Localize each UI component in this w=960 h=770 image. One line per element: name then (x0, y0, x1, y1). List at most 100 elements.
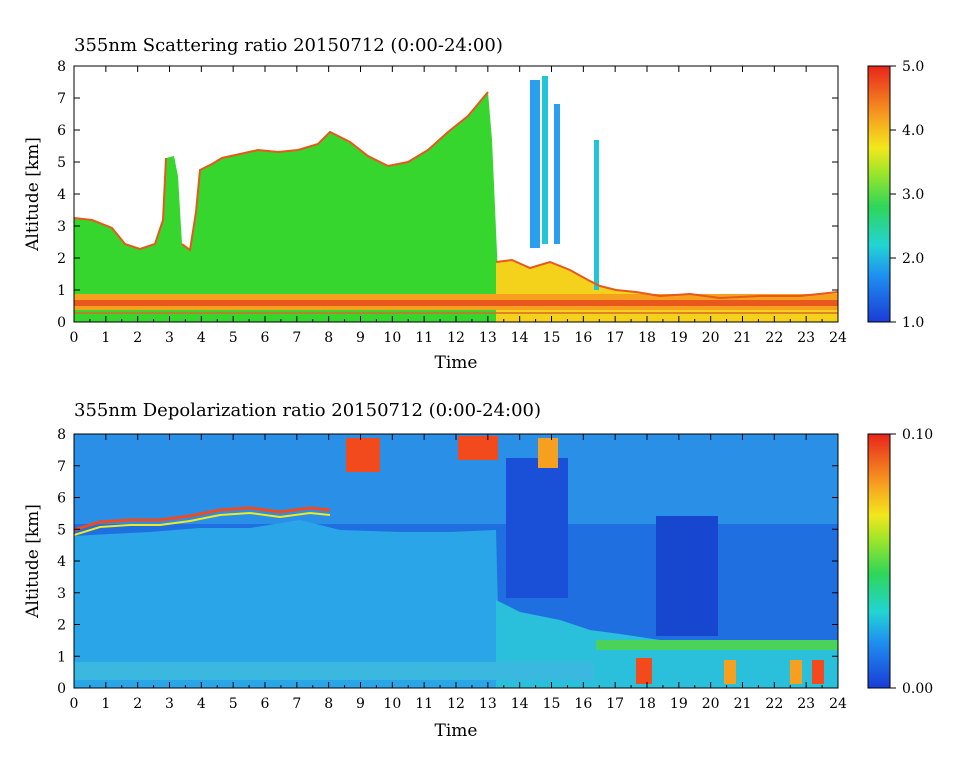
panel1-x-tick-label: 2 (133, 330, 142, 346)
panel1-colorbar (867, 65, 891, 323)
panel2-x-tick-label: 22 (765, 696, 783, 712)
panel2-y-tick-label: 1 (57, 649, 66, 665)
panel1-x-tick-label: 1 (101, 330, 110, 346)
panel2-y-tick-label: 6 (57, 491, 66, 507)
panel2-high-cloud (458, 436, 498, 460)
panel1-x-tick-label: 17 (606, 330, 624, 346)
panel2-x-tick-label: 14 (511, 696, 529, 712)
panel1-x-tick-label: 22 (765, 330, 783, 346)
panel1-x-tick-label: 3 (165, 330, 174, 346)
panel2-colorbar-label: 0.00 (902, 681, 933, 697)
panel1-boundary-top-contour (495, 258, 838, 300)
panel2-x-tick-label: 3 (165, 696, 174, 712)
panel1-surface-band-core (74, 300, 838, 306)
panel1-layer-top-contour (74, 91, 489, 252)
panel2-surface-hotspot (790, 660, 802, 684)
panel1-x-tick-label: 14 (511, 330, 529, 346)
panel2-x-tick-label: 7 (292, 696, 301, 712)
panel2-high-cloud (538, 438, 558, 468)
panel1-x-tick-label: 23 (797, 330, 815, 346)
panel2-y-label: Altitude [km] (23, 504, 43, 619)
panel2-x-tick-label: 21 (734, 696, 752, 712)
panel2-x-tick-label: 8 (324, 696, 333, 712)
panel1-y-label: Altitude [km] (23, 137, 43, 252)
panel1-y-tick-label: 7 (57, 91, 66, 107)
panel2-x-tick-label: 4 (197, 696, 206, 712)
panel1-x-tick-label: 4 (197, 330, 206, 346)
panel1-aerosol-layer (74, 92, 500, 322)
panel2-x-tick-label: 20 (702, 696, 720, 712)
panel2-surface-hotspot (636, 658, 652, 684)
panel2-y-axis: 0 1 2 3 4 5 6 7 8 (57, 427, 838, 697)
panel2-colorbar (867, 433, 891, 689)
panel2-x-tick-label: 23 (797, 696, 815, 712)
panel2-y-tick-label: 3 (57, 586, 66, 602)
panel2-y-tick-label: 0 (57, 681, 66, 697)
panel1-y-tick-label: 0 (57, 315, 66, 331)
panel2-x-tick-label: 17 (606, 696, 624, 712)
panel2-plot (74, 434, 838, 688)
panel1-cloud-streak (594, 140, 599, 290)
panel1-cloud-streak (530, 80, 540, 248)
panel2-x-tick-label: 12 (447, 696, 465, 712)
panel2-x-tick-label: 9 (356, 696, 365, 712)
panel1-y-tick-label: 6 (57, 123, 66, 139)
panel1-colorbar-label: 2.0 (902, 251, 924, 267)
panel2-colorbar-ticks: 0.10 0.00 (890, 427, 933, 697)
panel1-x-tick-label: 21 (734, 330, 752, 346)
panel1-y-tick-label: 5 (57, 155, 66, 171)
panel2-x-tick-label: 19 (670, 696, 688, 712)
panel1-y-tick-label: 4 (57, 187, 66, 203)
panel2-surface-hotspot (724, 660, 736, 684)
panel1-cloud-streak (554, 104, 560, 244)
panel1-y-axis: 0 1 2 3 4 5 6 7 8 (57, 59, 838, 331)
panel2-x-tick-label: 0 (70, 696, 79, 712)
panel1-x-tick-label: 20 (702, 330, 720, 346)
panel2-x-axis: 0 1 2 3 4 5 6 7 8 9 10 11 12 13 14 15 16 17 18 19 20 21 22 23 24 (70, 434, 847, 712)
panel2-x-tick-label: 6 (261, 696, 270, 712)
panel2-x-tick-label: 5 (229, 696, 238, 712)
panel2-y-tick-label: 8 (57, 427, 66, 443)
panel1-colorbar-label: 3.0 (902, 187, 924, 203)
panel1-y-tick-label: 2 (57, 251, 66, 267)
panel1-x-tick-label: 7 (292, 330, 301, 346)
panel2-y-tick-label: 5 (57, 522, 66, 538)
panel1-x-tick-label: 5 (229, 330, 238, 346)
panel1-x-tick-label: 9 (356, 330, 365, 346)
panel2-x-tick-label: 10 (383, 696, 401, 712)
panel2-surface-band (74, 662, 594, 680)
panel1-colorbar-label: 1.0 (902, 315, 924, 331)
panel2-cloud-depol-halo (74, 511, 331, 536)
panel1-x-tick-label: 11 (415, 330, 433, 346)
panel1-y-tick-label: 1 (57, 283, 66, 299)
panel1-x-tick-label: 13 (479, 330, 497, 346)
panel1-plot (74, 66, 838, 322)
panel1-title: 355nm Scattering ratio 20150712 (0:00-24… (74, 35, 503, 56)
panel2-colorbar-label: 0.10 (902, 427, 933, 443)
panel2-aerosol-layer (74, 520, 500, 688)
panel2-surface-hotspot (812, 660, 824, 684)
panel1-x-tick-label: 24 (829, 330, 847, 346)
panel2-x-tick-label: 11 (415, 696, 433, 712)
panel2-x-tick-label: 18 (638, 696, 656, 712)
panel2-clean-region (506, 458, 568, 598)
panel2-x-tick-label: 1 (101, 696, 110, 712)
panel1-x-tick-label: 15 (543, 330, 561, 346)
panel1-x-label: Time (435, 353, 478, 373)
panel2-y-tick-label: 4 (57, 554, 66, 570)
panel1-cloud-streak (542, 76, 548, 244)
panel2-x-tick-label: 13 (479, 696, 497, 712)
panel1-x-tick-label: 0 (70, 330, 79, 346)
panel1-colorbar-label: 5.0 (902, 59, 924, 75)
panel1-x-tick-label: 10 (383, 330, 401, 346)
panel2-cloud-depol-band (74, 506, 331, 532)
panel2-x-tick-label: 16 (574, 696, 592, 712)
panel1-x-tick-label: 8 (324, 330, 333, 346)
panel2-x-tick-label: 15 (543, 696, 561, 712)
panel2-title: 355nm Depolarization ratio 20150712 (0:0… (74, 400, 541, 421)
panel2-upper-noise (74, 434, 838, 524)
panel2-x-label: Time (435, 721, 478, 741)
panel1-x-tick-label: 19 (670, 330, 688, 346)
panel1-x-tick-label: 16 (574, 330, 592, 346)
